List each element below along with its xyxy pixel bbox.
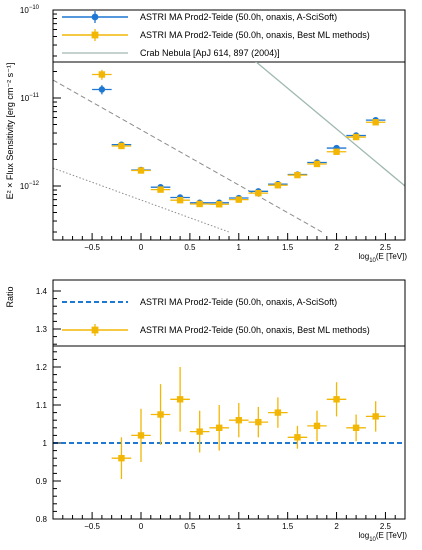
ratio-x-axis-label: log10(E [TeV])	[359, 531, 408, 543]
legend-label: ASTRI MA Prod2-Teide (50.0h, onaxis, Bes…	[140, 325, 370, 335]
data-point-square	[157, 411, 164, 418]
data-point-square	[333, 396, 340, 403]
x-tick-label: 1	[237, 522, 242, 531]
reference-line-dashed	[53, 79, 323, 233]
x-label-tail: (E [TeV])	[376, 252, 407, 261]
y-tick-label: 0.9	[36, 477, 48, 486]
y-tick-label: 1.4	[36, 287, 48, 296]
data-point-square	[235, 417, 242, 424]
y-tick-label-top: 10−10	[20, 5, 40, 15]
ratio-plot-frame	[52, 279, 406, 520]
x-label-tail: (E [TeV])	[376, 531, 407, 540]
ratio-points	[111, 367, 386, 480]
data-point-square	[372, 413, 379, 420]
x-tick-label: 2	[334, 522, 339, 531]
x-tick-label: 2.5	[380, 243, 392, 252]
x-tick-label: 2.5	[380, 522, 392, 531]
data-point-square	[137, 167, 145, 174]
data-point-square	[137, 432, 145, 439]
x-tick-label: 2	[334, 243, 339, 252]
x-tick-label: −0.5	[84, 243, 100, 252]
ratio-panel: −0.5 0 0.5 1 1.5 2 2.5 0.8 0.9 1 1.1 1.2 1.3 1.4 Rat…	[5, 279, 408, 543]
x-label-log: log	[359, 252, 370, 261]
legend-label: ASTRI MA Prod2-Teide (50.0h, onaxis, Bes…	[140, 30, 370, 40]
sensitivity-panel: −0.5 0 0.5 1 1.5 2 2.5 10−10 10−11 10−12 E² × Fl…	[5, 5, 407, 264]
legend-label: Crab Nebula [ApJ 614, 897 (2004)]	[140, 48, 280, 58]
data-point-square	[352, 133, 360, 141]
sensitivity-legend: ASTRI MA Prod2-Teide (50.0h, onaxis, A-S…	[62, 11, 370, 58]
x-tick-label: 0	[139, 243, 144, 252]
data-point-square	[176, 196, 184, 204]
legend-label: ASTRI MA Prod2-Teide (50.0h, onaxis, A-S…	[140, 12, 337, 22]
legend-marker-square	[91, 326, 99, 334]
x-label-log: log	[359, 531, 370, 540]
y-tick-label: 1.1	[36, 401, 48, 410]
x-tick-label: 1.5	[282, 522, 294, 531]
legend-label: ASTRI MA Prod2-Teide (50.0h, onaxis, A-S…	[140, 297, 337, 307]
data-point-square	[216, 201, 223, 208]
data-point-square	[372, 119, 379, 126]
x-tick-label: 0.5	[184, 522, 196, 531]
data-point-square	[176, 396, 184, 403]
y-tick-label: 1	[43, 439, 48, 448]
data-point-square	[352, 424, 360, 431]
data-point-square	[333, 148, 340, 155]
y-tick-label-mid: 10−11	[20, 93, 39, 103]
y-tick-label: 1.2	[36, 363, 48, 372]
x-label-sub: 10	[369, 258, 376, 264]
x-tick-label: 1.5	[282, 243, 294, 252]
y-tick-label-low: 10−12	[20, 181, 40, 191]
x-tick-label: 1	[237, 243, 242, 252]
data-point-square	[274, 409, 282, 416]
data-point-square	[313, 422, 321, 430]
crab-nebula-line	[255, 62, 405, 187]
data-point-square	[196, 200, 203, 208]
data-point-square	[118, 455, 125, 462]
x-tick-label: 0.5	[184, 243, 196, 252]
data-point-square	[294, 434, 301, 441]
data-point-circle	[98, 86, 106, 93]
data-point-square	[216, 424, 223, 431]
legend-marker-circle	[91, 13, 99, 21]
x-tick-label: 0	[139, 522, 144, 531]
data-point-square	[294, 171, 301, 179]
x-tick-label: −0.5	[84, 522, 100, 531]
data-point-square	[196, 428, 203, 435]
data-point-square	[255, 189, 262, 197]
y-tick-label: 0.8	[36, 515, 48, 524]
data-point-square	[255, 418, 262, 426]
reference-line-dotted	[53, 167, 230, 233]
data-point-square	[118, 142, 125, 150]
data-point-square	[313, 160, 321, 168]
sensitivity-y-axis-label: E² × Flux Sensitivity [erg cm⁻² s⁻¹]	[5, 63, 15, 200]
ratio-y-axis-label: Ratio	[5, 286, 15, 307]
ratio-legend: ASTRI MA Prod2-Teide (50.0h, onaxis, A-S…	[62, 297, 370, 336]
y-tick-label: 1.3	[36, 325, 48, 334]
sensitivity-x-axis-label: log10(E [TeV])	[359, 252, 408, 264]
legend-marker-square	[91, 31, 99, 39]
data-point-square	[274, 182, 282, 189]
data-point-square	[98, 71, 106, 78]
data-point-square	[235, 196, 242, 203]
x-label-sub: 10	[369, 537, 376, 543]
sensitivity-plot-frame	[52, 9, 406, 241]
data-point-square	[157, 186, 164, 193]
